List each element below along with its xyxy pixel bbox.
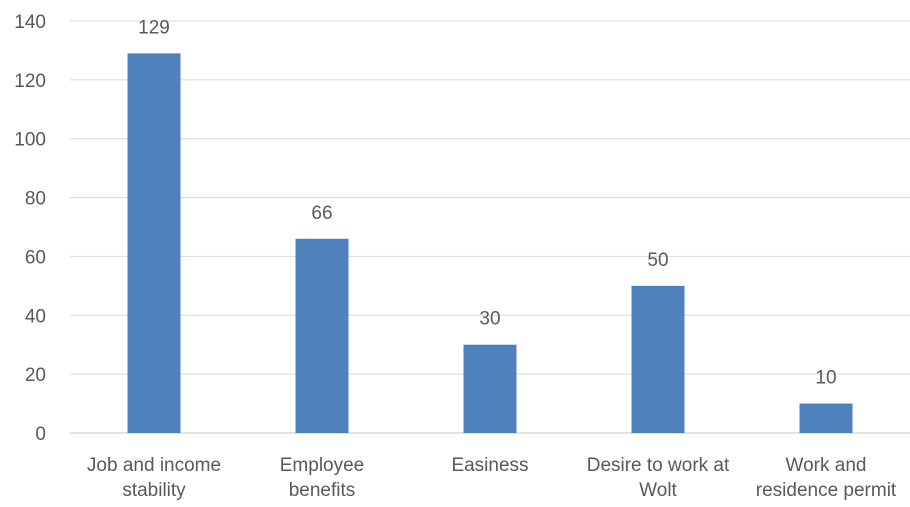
x-tick-label-line: benefits xyxy=(289,480,356,501)
data-labels: 129 66 30 50 10 xyxy=(138,17,836,388)
x-tick-label-line: Work and xyxy=(786,455,867,476)
x-tick-label-line: Employee xyxy=(280,455,365,476)
y-tick-label: 140 xyxy=(14,12,46,33)
bar xyxy=(295,238,349,433)
x-tick-label: Easiness xyxy=(451,455,528,476)
x-tick-label: Employee benefits xyxy=(280,455,365,501)
y-tick-label: 60 xyxy=(25,247,46,268)
x-tick-label-line: Easiness xyxy=(451,455,528,476)
x-tick-label-line: residence permit xyxy=(756,480,897,501)
gridlines xyxy=(70,20,910,434)
bar xyxy=(127,53,181,433)
x-tick-label: Desire to work at Wolt xyxy=(587,455,730,501)
y-tick-label: 0 xyxy=(35,424,46,445)
y-tick-label: 20 xyxy=(25,365,46,386)
data-label: 30 xyxy=(479,309,500,330)
x-tick-label-line: Wolt xyxy=(639,480,677,501)
x-tick-label: Job and income stability xyxy=(87,455,221,501)
bar xyxy=(799,403,853,433)
y-tick-label: 80 xyxy=(25,189,46,210)
bars xyxy=(127,53,853,433)
data-label: 10 xyxy=(815,368,836,389)
data-label: 129 xyxy=(138,17,170,38)
x-tick-label-line: Job and income xyxy=(87,455,221,476)
x-tick-label-line: stability xyxy=(122,480,186,501)
y-axis-tick-labels: 0 20 40 60 80 100 120 140 xyxy=(14,12,46,445)
x-tick-label-line: Desire to work at xyxy=(587,455,730,476)
data-label: 50 xyxy=(647,250,668,271)
y-tick-label: 120 xyxy=(14,71,46,92)
data-label: 66 xyxy=(311,203,332,224)
bar xyxy=(631,285,685,433)
y-tick-label: 40 xyxy=(25,306,46,327)
x-tick-label: Work and residence permit xyxy=(756,455,897,501)
bar xyxy=(463,344,517,433)
y-tick-label: 100 xyxy=(14,130,46,151)
